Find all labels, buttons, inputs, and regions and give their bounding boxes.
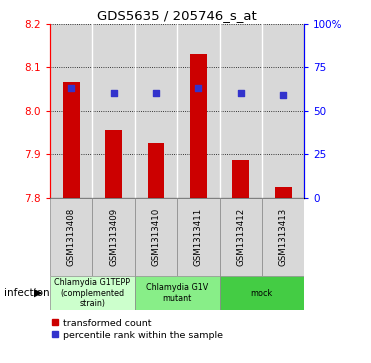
Text: GSM1313412: GSM1313412 — [236, 208, 245, 266]
Bar — [105, 130, 122, 198]
Bar — [50, 198, 92, 276]
Bar — [232, 159, 249, 198]
Bar — [92, 198, 135, 276]
Point — [238, 90, 244, 96]
Text: GSM1313409: GSM1313409 — [109, 208, 118, 266]
Point — [153, 90, 159, 96]
Bar — [177, 198, 220, 276]
Bar — [50, 276, 135, 310]
Bar — [50, 24, 92, 198]
Bar — [135, 198, 177, 276]
Bar — [63, 82, 80, 198]
Point — [196, 85, 201, 91]
Bar — [135, 276, 220, 310]
Bar — [262, 24, 304, 198]
Bar — [177, 24, 220, 198]
Bar — [135, 24, 177, 198]
Text: GSM1313410: GSM1313410 — [151, 208, 161, 266]
Text: mock: mock — [251, 289, 273, 298]
Text: Chlamydia G1TEPP
(complemented
strain): Chlamydia G1TEPP (complemented strain) — [55, 278, 131, 308]
Text: infection: infection — [4, 288, 49, 298]
Bar — [275, 187, 292, 198]
Bar — [92, 24, 135, 198]
Text: GSM1313411: GSM1313411 — [194, 208, 203, 266]
Bar — [262, 198, 304, 276]
Title: GDS5635 / 205746_s_at: GDS5635 / 205746_s_at — [97, 9, 257, 23]
Text: Chlamydia G1V
mutant: Chlamydia G1V mutant — [146, 284, 208, 303]
Bar — [190, 54, 207, 198]
Text: GSM1313408: GSM1313408 — [67, 208, 76, 266]
Legend: transformed count, percentile rank within the sample: transformed count, percentile rank withi… — [47, 315, 227, 343]
Text: ▶: ▶ — [34, 288, 43, 298]
Bar — [220, 24, 262, 198]
Point — [68, 85, 74, 91]
Bar — [220, 198, 262, 276]
Point — [280, 92, 286, 98]
Bar — [220, 276, 304, 310]
Point — [111, 90, 116, 96]
Bar — [148, 143, 164, 198]
Text: GSM1313413: GSM1313413 — [279, 208, 288, 266]
